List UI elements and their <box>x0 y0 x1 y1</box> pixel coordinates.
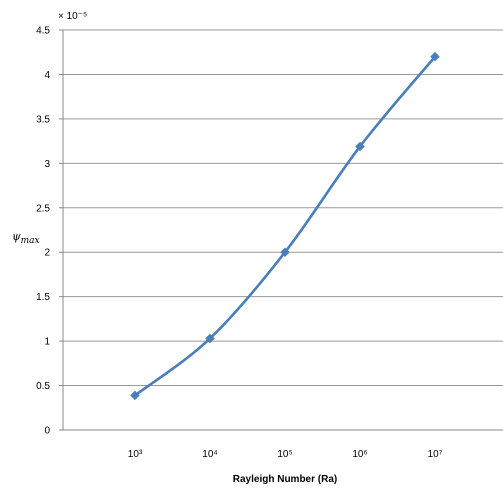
y-tick-label-3: 1.5 <box>36 292 50 303</box>
y-tick-label-4: 2 <box>44 248 50 259</box>
data-point-0-0 <box>130 390 140 401</box>
data-point-0-3 <box>355 141 365 152</box>
y-tick-labels: 0 0.5 1 1.5 2 2.5 3 3.5 4 4.5 <box>36 26 50 437</box>
x-axis-label: Rayleigh Number (Ra) <box>233 474 337 485</box>
x-tick-label-2: 10⁵ <box>277 449 292 460</box>
x-tick-labels: 10³ 10⁴ 10⁵ 10⁶ 10⁷ <box>128 449 443 460</box>
y-tick-label-8: 4 <box>44 70 50 81</box>
series-line-0 <box>134 55 436 397</box>
data-point-0-4 <box>430 51 440 62</box>
y-tick-label-0: 0 <box>44 426 50 437</box>
data-point-0-2 <box>280 247 290 258</box>
gridlines <box>63 29 503 387</box>
y-tick-label-5: 2.5 <box>36 203 50 214</box>
y-tick-label-6: 3 <box>44 159 50 170</box>
y-tick-label-7: 3.5 <box>36 114 50 125</box>
x-tick-label-1: 10⁴ <box>202 449 217 460</box>
data-point-0-1 <box>205 333 215 344</box>
y-axis-label: ψmax <box>12 230 40 246</box>
y-axis-multiplier: × 10⁻⁵ <box>58 11 87 22</box>
x-tick-label-0: 10³ <box>128 449 143 460</box>
axes <box>59 29 503 431</box>
y-tick-label-1: 0.5 <box>36 381 50 392</box>
y-tick-label-2: 1 <box>44 337 50 348</box>
x-tick-label-4: 10⁷ <box>428 449 443 460</box>
y-tick-label-9: 4.5 <box>36 26 50 37</box>
series <box>130 51 440 401</box>
x-tick-label-3: 10⁶ <box>352 449 367 460</box>
